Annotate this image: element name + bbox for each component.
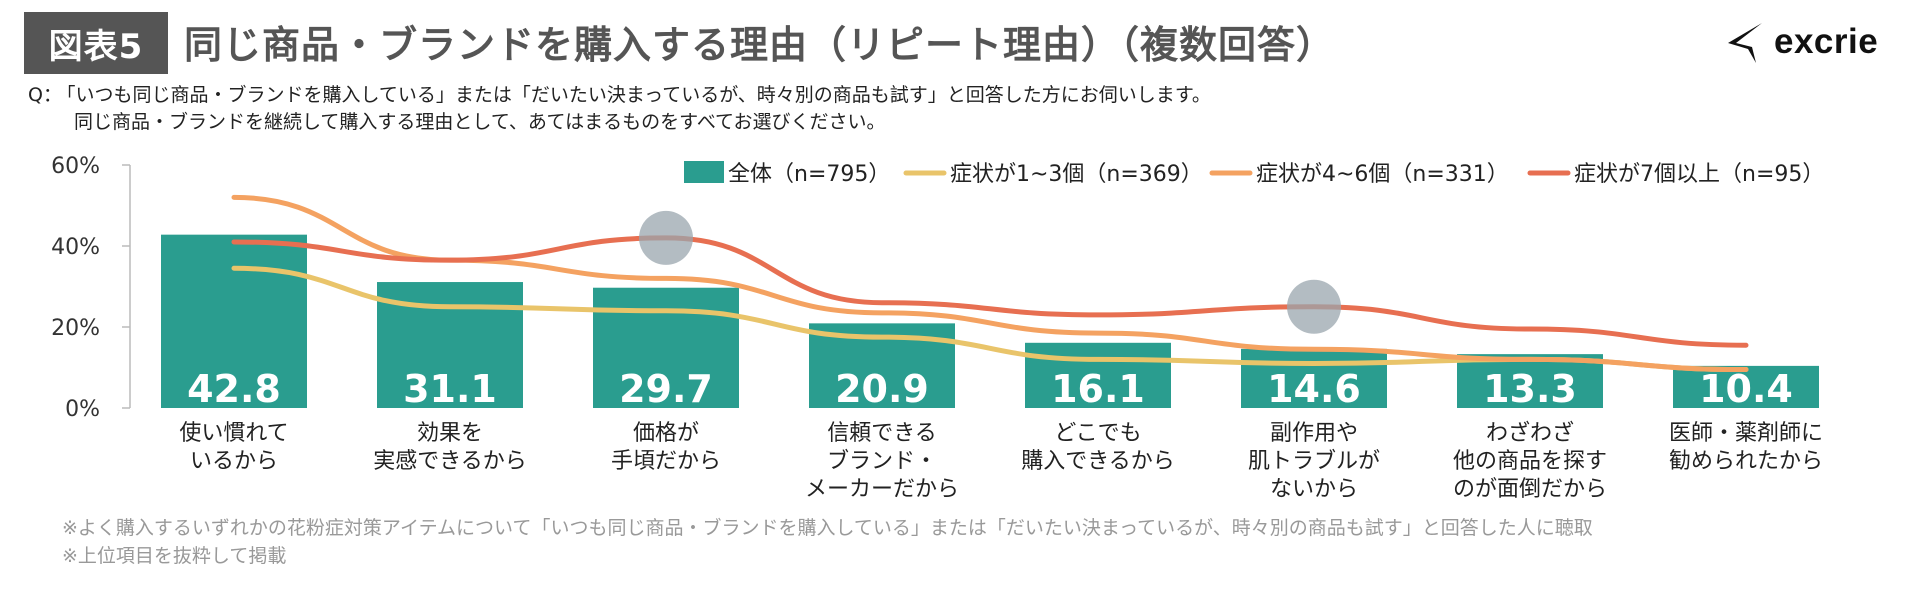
- bar: [1025, 342, 1171, 408]
- bar: [1457, 354, 1603, 408]
- legend-label: 症状が1~3個（n=369）: [950, 162, 1203, 187]
- highlight-marker: [1287, 279, 1341, 334]
- bar-value-label: 20.9: [835, 367, 929, 411]
- legend-label: 症状が7個以上（n=95）: [1574, 162, 1824, 187]
- bar-value-label: 29.7: [619, 367, 713, 411]
- logo-text: excrie: [1774, 22, 1879, 61]
- bar-line-chart: 0% 20% 40% 60% 42.8 31.1 29.7 20.9 16.1 14.6 13.3 1…: [51, 154, 1824, 502]
- legend-swatch-bar: [684, 161, 724, 183]
- category-label: わざわざ他の商品を探すのが面倒だから: [1453, 420, 1607, 502]
- bar: [161, 234, 307, 408]
- bar-value-label: 42.8: [187, 367, 281, 411]
- category-label: 医師・薬剤師に勧められたから: [1669, 421, 1823, 474]
- category-label: 信頼できるブランド・メーカーだから: [805, 421, 959, 502]
- question-label: Q：: [28, 84, 62, 106]
- category-label: どこでも購入できるから: [1021, 421, 1175, 474]
- figure-badge: 図表5: [24, 12, 168, 74]
- question-text: Q： 「いつも同じ商品・ブランドを購入している」または「だいたい決まっているが、時…: [28, 82, 1211, 136]
- bar: [593, 287, 739, 408]
- bar-value-label: 14.6: [1267, 367, 1361, 411]
- legend-label: 全体（n=795）: [728, 162, 890, 187]
- legend-label: 症状が4~6個（n=331）: [1256, 162, 1509, 187]
- bar: [1241, 348, 1387, 408]
- page-title: 同じ商品・ブランドを購入する理由（リピート理由）（複数回答）: [184, 23, 1336, 67]
- category-label: 効果を実感できるから: [373, 421, 527, 474]
- y-tick-label: 40%: [51, 235, 100, 260]
- category-label: 使い慣れているから: [179, 421, 288, 474]
- bar-value-label: 16.1: [1051, 367, 1145, 411]
- y-tick-label: 60%: [51, 154, 100, 179]
- bar-value-label: 10.4: [1699, 367, 1793, 411]
- y-tick-label: 20%: [51, 316, 100, 341]
- excrie-logo-icon: [1728, 23, 1762, 63]
- bar-value-label: 13.3: [1483, 367, 1577, 411]
- category-label: 副作用や肌トラブルがないから: [1248, 421, 1380, 502]
- brand-logo: excrie: [1722, 14, 1894, 70]
- footnotes: ※よく購入するいずれかの花粉症対策アイテムについて「いつも同じ商品・ブランドを購…: [62, 514, 1593, 570]
- bar-value-label: 31.1: [403, 367, 497, 411]
- question-line-2: 同じ商品・ブランドを継続して購入する理由として、あてはまるものをすべてお選びくだ…: [74, 111, 886, 133]
- category-label: 価格が手頃だから: [611, 421, 721, 474]
- question-line-1: 「いつも同じ商品・ブランドを購入している」または「だいたい決まっているが、時々別…: [65, 84, 1211, 106]
- highlight-marker: [639, 210, 693, 265]
- footnote-1: ※よく購入するいずれかの花粉症対策アイテムについて「いつも同じ商品・ブランドを購…: [62, 517, 1593, 539]
- bar: [1673, 365, 1819, 408]
- series-line-3: [231, 235, 1749, 348]
- footnote-2: ※上位項目を抜粋して掲載: [62, 545, 287, 567]
- y-tick-label: 0%: [65, 397, 100, 422]
